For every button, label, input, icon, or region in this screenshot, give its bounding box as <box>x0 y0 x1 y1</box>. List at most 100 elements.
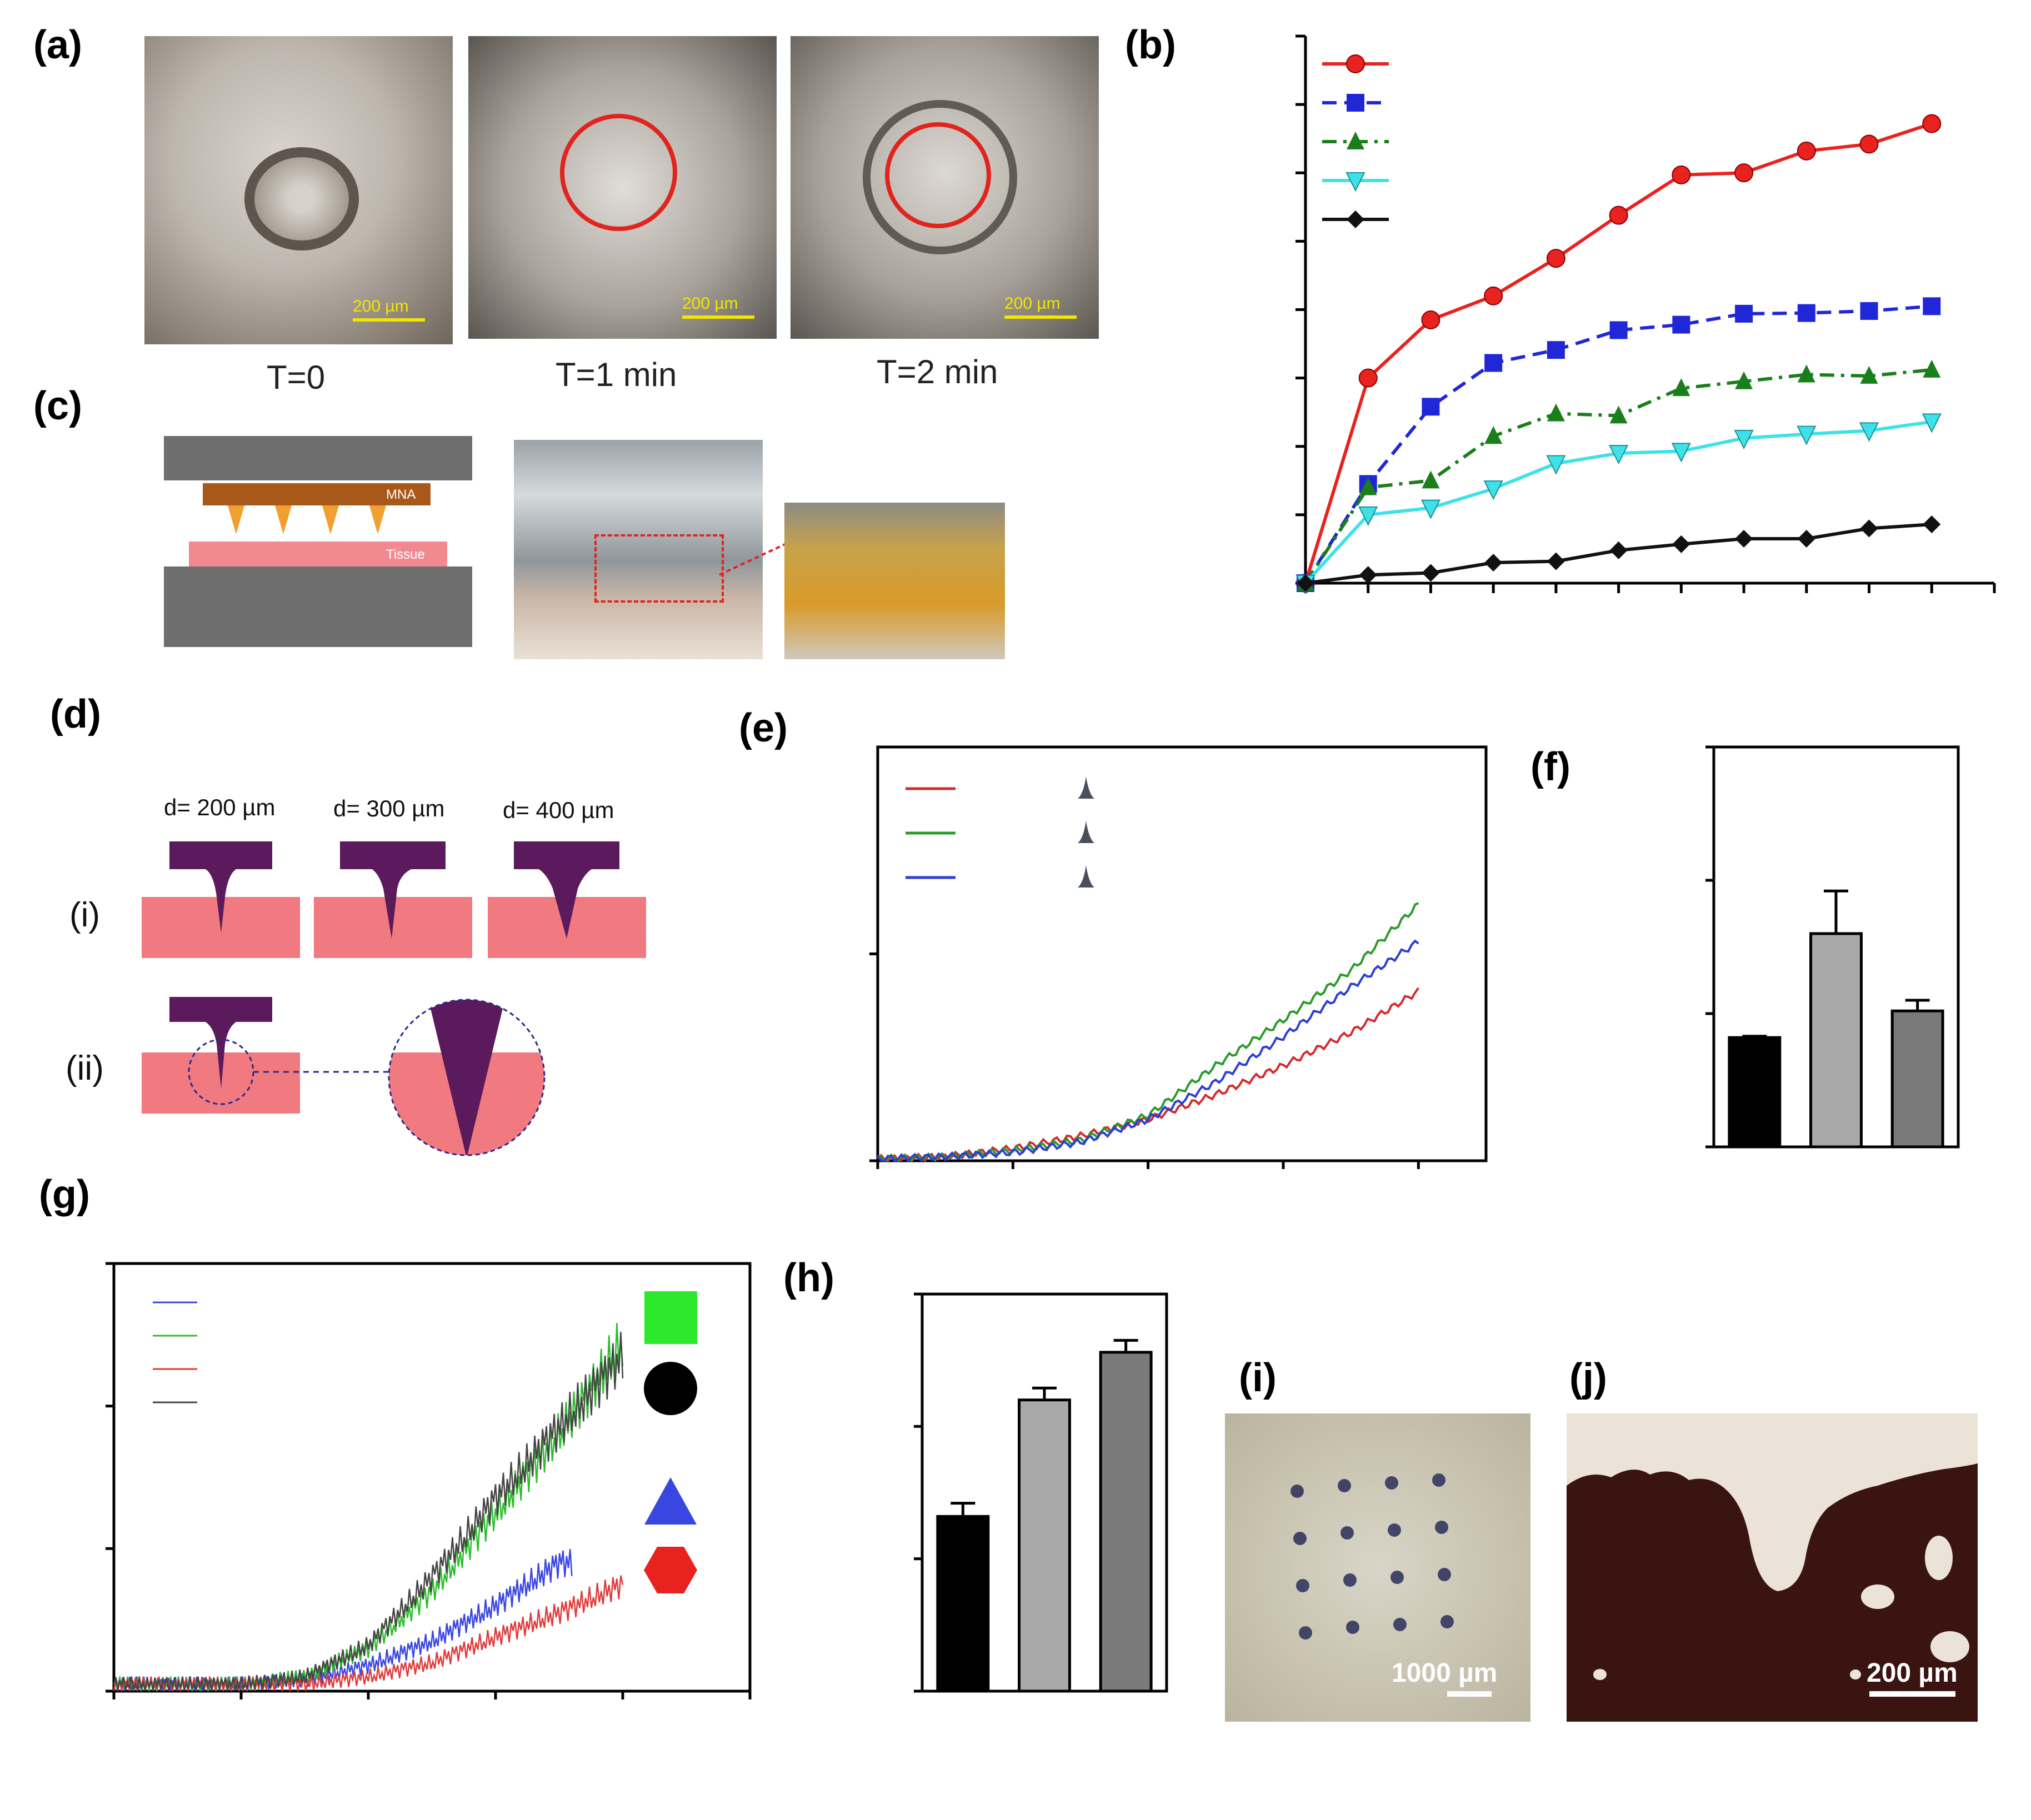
data-point <box>1547 403 1565 422</box>
chart-f <box>1705 745 1960 1149</box>
chart-g <box>106 1262 752 1699</box>
panel-label-e: (e) <box>739 706 788 750</box>
data-point <box>1422 398 1440 416</box>
plot-frame <box>876 745 1488 1162</box>
needle-geometry-schematic <box>142 841 646 1156</box>
data-point <box>1922 413 1942 433</box>
data-point <box>1547 552 1565 570</box>
bottom-plate <box>164 566 472 647</box>
hexagon-shape-icon <box>644 1547 697 1593</box>
top-plate <box>164 436 472 480</box>
puncture-grid <box>1290 1473 1454 1639</box>
panel-label-c: (c) <box>33 384 82 428</box>
panel-label-b: (b) <box>1125 23 1176 67</box>
red-circle-marker <box>885 122 991 228</box>
panel-label-j: (j) <box>1569 1356 1607 1400</box>
diameter-label-300: d= 300 µm <box>333 795 445 821</box>
data-point <box>1859 134 1879 154</box>
panel-label-a: (a) <box>33 23 82 67</box>
caption-t1: T=1 min <box>556 356 677 393</box>
data-point <box>1734 429 1754 450</box>
scale-text-j: 200 µm <box>1867 1658 1958 1688</box>
data-point <box>1546 455 1566 475</box>
mna-closeup-photo <box>784 503 1005 659</box>
data-point <box>1483 480 1503 500</box>
data-point <box>1859 422 1879 442</box>
data-point <box>1609 205 1628 225</box>
triangle-shape-icon <box>644 1477 697 1525</box>
legend-marker <box>1345 172 1365 192</box>
bar-300 <box>1018 1398 1071 1693</box>
scale-bar-a1 <box>353 318 425 322</box>
data-point <box>1797 304 1815 322</box>
scale-bar-a2 <box>682 315 754 319</box>
scale-bar-i <box>1447 1691 1492 1697</box>
legend-marker <box>1347 210 1364 228</box>
zoom-circle-large <box>388 999 546 1156</box>
data-point <box>1735 529 1753 548</box>
diameter-label-200: d= 200 µm <box>164 794 276 820</box>
row-label-i: (i) <box>69 896 101 934</box>
data-point <box>1923 297 1941 315</box>
data-point <box>1358 368 1378 388</box>
microscope-photo-t2: 200 µm <box>791 36 1099 339</box>
plot-frame <box>112 1262 752 1693</box>
legend-marker <box>1347 94 1364 112</box>
data-point <box>1484 426 1503 444</box>
data-point <box>1860 519 1878 538</box>
data-point <box>1609 321 1628 339</box>
histology-tissue <box>1567 1463 1978 1722</box>
row-label-ii: (ii) <box>66 1049 104 1087</box>
legend-marker <box>1346 54 1365 73</box>
data-point <box>1420 499 1441 519</box>
data-point <box>1860 302 1878 320</box>
panel-label-g: (g) <box>39 1172 90 1217</box>
histology-section-photo: 200 µm <box>1567 1413 1978 1722</box>
series-line-2 <box>113 1575 624 1692</box>
mna-tissue-schematic: MNA Tissue <box>164 436 472 647</box>
caption-t2: T=2 min <box>877 353 998 390</box>
mna-label: MNA <box>386 487 416 502</box>
data-point <box>1797 529 1815 548</box>
series-line-2 <box>877 939 1419 1162</box>
caption-t0: T=0 <box>267 359 326 396</box>
panel-label-i: (i) <box>1239 1356 1277 1400</box>
data-point <box>1609 445 1629 465</box>
series-line-0 <box>877 987 1419 1162</box>
diameter-label-400: d= 400 µm <box>503 797 614 823</box>
tissue-label: Tissue <box>386 547 425 562</box>
series-line-0 <box>1304 122 1933 584</box>
compression-test-photo <box>514 440 763 659</box>
data-point <box>1358 506 1378 527</box>
series-line-0 <box>113 1548 573 1692</box>
chart-e <box>869 745 1488 1169</box>
panel-label-h: (h) <box>783 1256 834 1300</box>
round-shape-icon <box>644 1362 697 1415</box>
series-line-1 <box>113 1323 624 1692</box>
data-point <box>1923 515 1941 534</box>
data-point <box>1797 425 1817 445</box>
data-point <box>1546 249 1565 268</box>
zoom-box <box>594 534 724 603</box>
chart-b <box>1295 34 1996 595</box>
scale-text-a1: 200 µm <box>353 297 409 315</box>
data-point <box>1609 541 1628 559</box>
data-point <box>1359 477 1377 495</box>
data-point <box>1359 566 1377 584</box>
data-point <box>1297 574 1314 592</box>
needle-shape-icon <box>1078 776 1094 799</box>
bar-400 <box>1099 1351 1153 1693</box>
bar-300 <box>1809 932 1863 1149</box>
square-shape-icon <box>644 1291 697 1344</box>
data-point <box>1422 470 1440 489</box>
data-point <box>1797 364 1815 383</box>
data-point <box>1421 310 1440 329</box>
data-point <box>1735 304 1753 323</box>
needle-shape-icon <box>1078 865 1094 888</box>
needle-300 <box>340 841 446 939</box>
data-point <box>1484 354 1503 372</box>
data-point <box>1860 365 1878 384</box>
needle-ii <box>169 997 272 1089</box>
needle-shape-icon <box>1078 821 1094 843</box>
needle-hole-mark <box>244 147 359 250</box>
